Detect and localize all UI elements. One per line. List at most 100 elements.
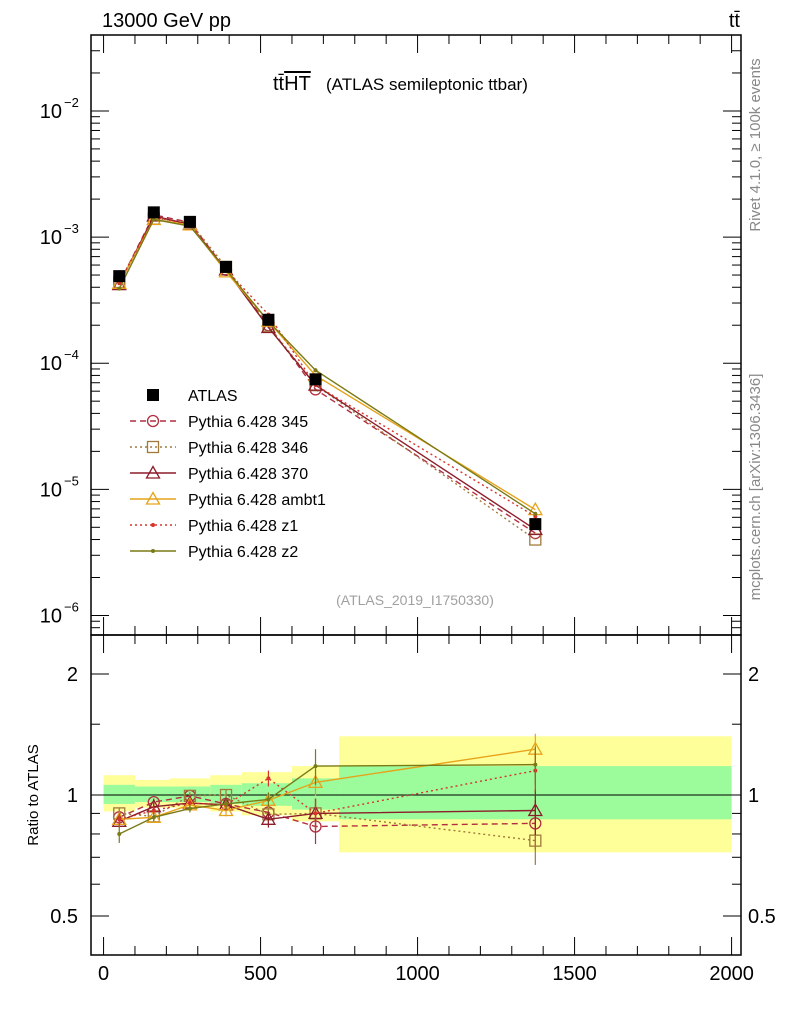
xtick-label: 1000 <box>395 963 440 985</box>
main-ytick-label: 10 <box>40 479 62 501</box>
ratio-ytick-label-right: 2 <box>748 664 759 686</box>
main-axis-ticks: 10−610−510−410−310−2 <box>40 34 741 636</box>
main-ytick-label: 10 <box>40 605 62 627</box>
ratio-series-layer <box>111 733 543 865</box>
ratio-series-point <box>266 776 271 781</box>
legend-marker <box>151 523 155 527</box>
ratio-series-point <box>218 802 234 817</box>
legend-label: Pythia 6.428 345 <box>188 414 308 431</box>
ratio-series-point <box>151 815 156 820</box>
main-data-point <box>220 260 233 273</box>
ratio-series-point <box>117 817 122 822</box>
main-series-0 <box>113 208 542 540</box>
legend-marker <box>147 389 159 401</box>
main-data-point <box>262 313 275 326</box>
ratio-series-point <box>117 831 122 836</box>
ratio-uncertainty-bands <box>103 736 732 853</box>
main-series-line <box>118 218 536 511</box>
ratio-ytick-label-right: 1 <box>748 785 759 807</box>
ratio-ytick-label-right: 0.5 <box>748 906 776 928</box>
analysis-id: (ATLAS_2019_I1750330) <box>336 592 494 608</box>
ratio-series-5 <box>117 746 538 843</box>
ratio-series-point <box>313 764 318 769</box>
main-ytick-label: 10 <box>40 101 62 123</box>
legend-label: Pythia 6.428 370 <box>188 466 308 483</box>
legend-entry-0: Pythia 6.428 345 <box>130 414 308 431</box>
ratio-stat-band-1 <box>134 786 170 803</box>
plot-title-main: tt̄HT <box>273 73 311 95</box>
xtick-label: 1500 <box>552 963 597 985</box>
main-series-point <box>313 368 318 373</box>
legend-marker <box>145 491 161 505</box>
ratio-series-point <box>313 811 318 816</box>
main-series-2 <box>111 208 543 536</box>
main-series-point <box>529 533 542 546</box>
main-data-point <box>147 206 160 219</box>
ratio-series-point <box>529 834 542 847</box>
main-ytick-exponent: −6 <box>64 599 79 614</box>
rivet-label: Rivet 4.1.0, ≥ 100k events <box>747 58 764 231</box>
legend-entry-4: Pythia 6.428 z1 <box>130 518 298 535</box>
main-series-3 <box>111 211 543 516</box>
main-series-line <box>118 218 536 515</box>
main-ytick-label: 10 <box>40 227 62 249</box>
main-series-point <box>117 286 122 291</box>
main-series-point <box>533 511 538 516</box>
process-label: tt̄ <box>729 10 741 32</box>
legend-marker <box>151 549 155 553</box>
xtick-label: 0 <box>98 963 109 985</box>
main-series-layer <box>111 206 543 546</box>
main-data-point <box>113 270 126 283</box>
ratio-series-point <box>307 774 324 789</box>
xtick-label: 2000 <box>709 963 754 985</box>
ratio-series-point <box>266 797 271 802</box>
legend-label: Pythia 6.428 346 <box>188 440 308 457</box>
plot-subtitle: (ATLAS semileptonic ttbar) <box>326 75 528 94</box>
ratio-series-point <box>260 811 277 825</box>
main-data-point <box>183 215 196 228</box>
main-series-5 <box>117 217 538 516</box>
mcplots-label: mcplots.cern.ch [arXiv:1306.3436] <box>747 374 764 601</box>
ratio-stat-band-0 <box>103 784 135 804</box>
ratio-series-point <box>224 801 229 806</box>
main-data-point <box>309 373 322 386</box>
ratio-ytick-label: 1 <box>67 785 78 807</box>
main-series-line <box>118 214 536 534</box>
legend-marker <box>146 414 160 428</box>
ratio-series-point <box>187 801 192 806</box>
legend-entry-3: Pythia 6.428 ambt1 <box>130 491 326 509</box>
main-data-point <box>529 518 542 531</box>
ratio-ylabel: Ratio to ATLAS <box>25 744 42 845</box>
legend-marker <box>145 465 161 479</box>
legend: ATLAS Pythia 6.428 345 Pythia 6.428 346 Pyt… <box>130 388 326 561</box>
main-ytick-exponent: −3 <box>64 221 79 236</box>
legend-entry-2: Pythia 6.428 370 <box>130 465 308 483</box>
main-series-point <box>117 281 122 286</box>
legend-label: ATLAS <box>188 388 238 405</box>
legend-label: Pythia 6.428 z2 <box>188 544 298 561</box>
ratio-series-point <box>187 806 192 811</box>
legend-entry-data: ATLAS <box>147 388 238 405</box>
main-ytick-exponent: −4 <box>64 347 79 362</box>
legend-marker <box>146 440 160 454</box>
main-series-point <box>151 217 156 222</box>
main-series-line <box>118 217 536 541</box>
main-series-point <box>146 211 162 226</box>
main-data-series <box>113 206 542 531</box>
ratio-series-point <box>527 802 543 817</box>
legend-entry-1: Pythia 6.428 346 <box>130 440 308 457</box>
main-series-line <box>118 215 536 531</box>
main-ytick-exponent: −5 <box>64 473 79 488</box>
ratio-ytick-label: 0.5 <box>50 906 78 928</box>
x-axis-ticks: 0 500 1000 1500 2000 <box>98 35 754 985</box>
main-ytick-exponent: −2 <box>64 95 79 110</box>
ratio-stat-band-4 <box>241 783 292 806</box>
legend-label: Pythia 6.428 z1 <box>188 518 298 535</box>
legend-entry-5: Pythia 6.428 z2 <box>130 544 298 561</box>
plot-title: tt̄HT (ATLAS semileptonic ttbar) <box>273 73 528 95</box>
energy-label: 13000 GeV pp <box>102 10 231 32</box>
ratio-series-4 <box>117 751 538 830</box>
xtick-label: 500 <box>244 963 277 985</box>
ratio-ytick-label: 2 <box>67 664 78 686</box>
